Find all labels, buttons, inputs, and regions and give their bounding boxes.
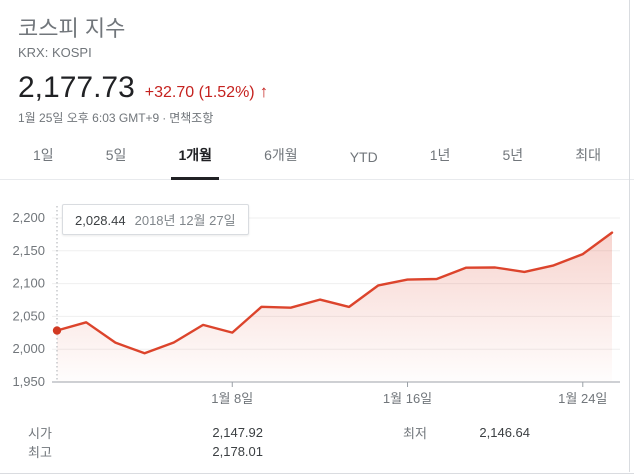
chart-tooltip: 2,028.44 2018년 12월 27일 [62, 204, 249, 235]
x-axis-label: 1월 24일 [558, 391, 607, 406]
current-price: 2,177.73 [18, 71, 135, 104]
tab-1d[interactable]: 1일 [33, 147, 54, 163]
tab-6m[interactable]: 6개월 [264, 147, 298, 163]
chart-area-fill [57, 232, 612, 382]
y-axis-label: 1,950 [12, 374, 45, 389]
stat-open: 시가 2,147.92 [28, 423, 263, 442]
stat-high-label: 최고 [28, 445, 52, 460]
y-axis-label: 2,100 [12, 276, 45, 291]
tab-ytd[interactable]: YTD [349, 149, 378, 165]
hover-point-dot [52, 326, 62, 335]
y-axis-label: 2,200 [12, 210, 45, 225]
x-axis-label: 1월 16일 [383, 391, 432, 406]
y-axis-label: 2,000 [12, 341, 45, 356]
stat-high: 최고 2,178.01 [28, 442, 263, 461]
stat-empty [263, 442, 530, 461]
tooltip-date: 2018년 12월 27일 [134, 213, 236, 228]
chart-section: 1,950 2,000 2,050 2,100 2,150 2,200 1월 8일 1월 16… [0, 180, 634, 413]
range-tab-bar: 1일 5일 1개월 6개월 YTD 1년 5년 최대 [0, 136, 634, 180]
price-row: 2,177.73 +32.70 (1.52%) ↑ [18, 73, 634, 103]
x-axis-label: 1월 8일 [211, 391, 253, 406]
quote-timestamp: 1월 25일 오후 6:03 GMT+9 · 면책조항 [18, 109, 634, 126]
tab-max[interactable]: 최대 [575, 147, 601, 163]
chart-line [55, 231, 614, 355]
trend-up-icon: ↑ [259, 82, 269, 101]
y-axis-label: 2,050 [12, 308, 45, 323]
dot-separator: · [162, 111, 167, 125]
stats-table: 시가 2,147.92 최저 2,146.64 최고 2,178.01 [0, 413, 634, 461]
price-chart[interactable]: 1,950 2,000 2,050 2,100 2,150 2,200 1월 8일 1월 16… [0, 180, 634, 413]
tab-1y[interactable]: 1년 [429, 147, 451, 163]
y-axis-label: 2,150 [12, 243, 45, 258]
tab-5y[interactable]: 5년 [502, 147, 524, 163]
tooltip-value: 2,028.44 [75, 213, 126, 228]
stat-high-value: 2,178.01 [212, 444, 263, 459]
stat-low-label: 최저 [403, 426, 427, 441]
timestamp-text: 1월 25일 오후 6:03 GMT+9 [18, 111, 160, 125]
panel-right-border [629, 0, 630, 472]
tab-5d[interactable]: 5일 [105, 147, 127, 163]
ticker-symbol: KRX: KOSPI [18, 45, 92, 60]
stat-open-label: 시가 [28, 426, 52, 441]
stat-low-value: 2,146.64 [479, 425, 530, 440]
page-title: 코스피 지수 [18, 16, 126, 41]
disclaimer-link[interactable]: 면책조항 [169, 111, 214, 125]
tab-1m[interactable]: 1개월 [171, 136, 220, 180]
price-change: +32.70 (1.52%) [144, 84, 255, 101]
stat-open-value: 2,147.92 [212, 425, 263, 440]
stat-low: 최저 2,146.64 [263, 423, 530, 442]
quote-header: 코스피 지수 KRX: KOSPI 2,177.73 +32.70 (1.52%… [0, 0, 634, 126]
